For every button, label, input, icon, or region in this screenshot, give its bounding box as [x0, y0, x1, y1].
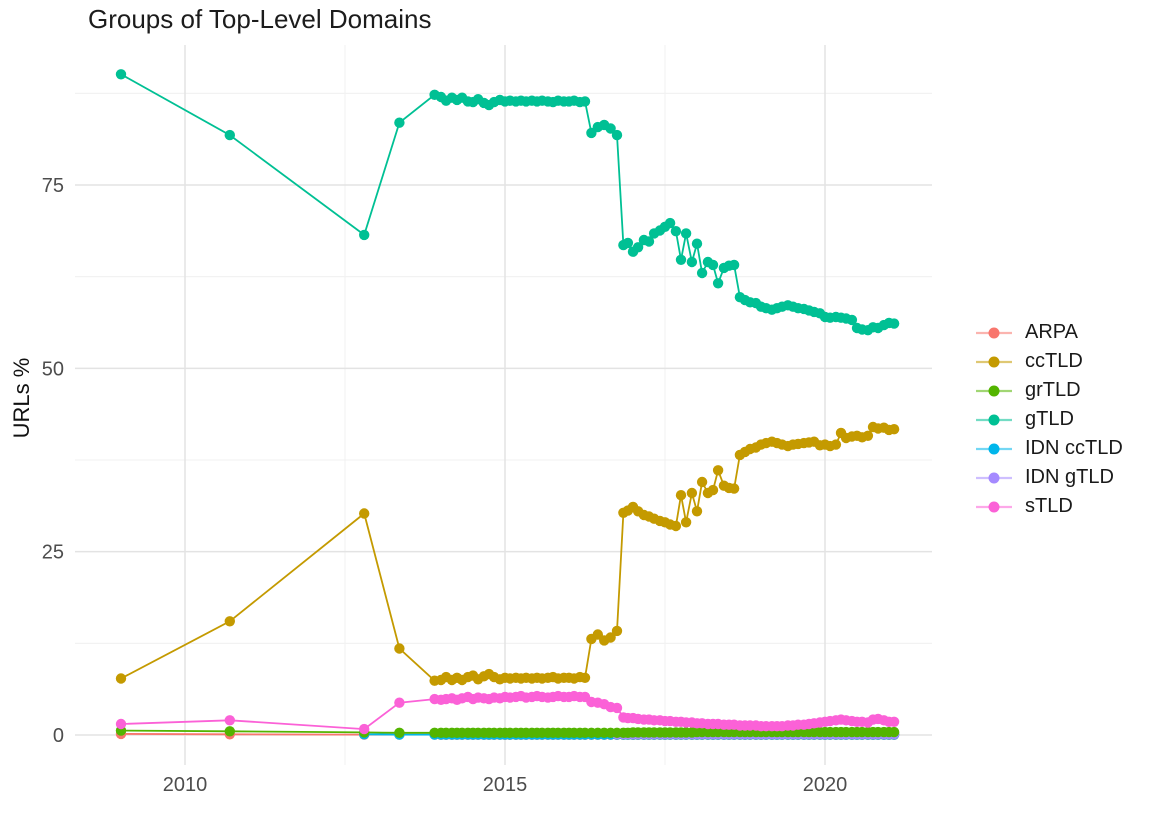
data-point-gtld: [605, 123, 616, 134]
data-point-gtld: [675, 254, 687, 265]
data-point-gtld: [686, 256, 698, 268]
y-tick-label: 75: [42, 175, 64, 197]
data-point-cctld: [359, 508, 370, 519]
legend-item-gtld: gTLD: [975, 408, 1123, 430]
legend-item-idn-cctld: IDN ccTLD: [975, 437, 1123, 459]
data-point-cctld: [394, 643, 405, 654]
data-point-gtld: [888, 318, 900, 329]
data-point-gtld: [224, 129, 235, 141]
data-point-gtld: [643, 236, 655, 247]
legend: ARPA ccTLD grTLD gTLD IDN ccTLD IDN gTLD sTLD: [975, 321, 1123, 517]
y-tick-label: 25: [42, 542, 64, 564]
data-point-gtld: [359, 229, 370, 241]
y-axis-title: URLs %: [9, 357, 34, 439]
data-point-gtld: [394, 117, 405, 128]
data-point-cctld: [862, 430, 874, 441]
legend-label: ARPA: [1025, 321, 1078, 343]
data-point-cctld: [115, 673, 127, 684]
x-tick-label: 2015: [483, 774, 528, 796]
data-point-gtld: [670, 226, 682, 237]
legend-label: IDN ccTLD: [1025, 437, 1123, 459]
legend-key-icon: [976, 414, 1012, 425]
legend-item-arpa: ARPA: [975, 321, 1123, 343]
legend-key-icon: [976, 327, 1012, 338]
legend-item-grtld: grTLD: [975, 379, 1123, 401]
data-point-cctld: [611, 625, 623, 637]
legend-label: sTLD: [1025, 495, 1073, 517]
data-point-gtld: [680, 228, 692, 239]
legend-label: grTLD: [1025, 379, 1081, 401]
data-point-cctld: [579, 672, 591, 683]
legend-item-stld: sTLD: [975, 495, 1123, 517]
data-point-stld: [359, 723, 370, 735]
data-point-cctld: [830, 439, 842, 450]
data-point-cctld: [675, 490, 687, 501]
data-point-cctld: [670, 520, 682, 532]
data-point-stld: [115, 718, 127, 730]
data-point-stld: [611, 702, 623, 714]
legend-label: ccTLD: [1025, 350, 1083, 372]
data-point-gtld: [115, 69, 127, 80]
legend-key-icon: [976, 385, 1012, 396]
data-point-cctld: [680, 517, 692, 528]
legend-key-icon: [976, 443, 1012, 454]
data-point-gtld: [622, 237, 634, 249]
data-point-cctld: [686, 487, 698, 499]
series-gtld: [115, 69, 900, 336]
data-point-cctld: [712, 465, 724, 476]
data-point-cctld: [605, 632, 616, 643]
data-point-gtld: [632, 242, 644, 253]
data-point-cctld: [707, 484, 719, 496]
series-stld: [115, 690, 900, 735]
data-point-gtld: [707, 259, 719, 271]
data-point-gtld: [696, 267, 708, 279]
data-point-cctld: [691, 506, 703, 517]
y-tick-label: 0: [53, 725, 64, 747]
data-point-cctld: [888, 424, 900, 435]
x-tick-label: 2010: [163, 774, 208, 796]
y-tick-label: 50: [42, 358, 64, 380]
data-point-grtld: [888, 726, 900, 738]
data-point-stld: [224, 715, 235, 726]
legend-item-cctld: ccTLD: [975, 350, 1123, 372]
chart-title: Groups of Top-Level Domains: [88, 4, 432, 34]
data-point-cctld: [728, 483, 740, 494]
data-point-grtld: [224, 726, 235, 737]
data-point-stld: [888, 716, 900, 727]
series-line-gtld: [120, 73, 895, 332]
data-point-stld: [394, 697, 405, 708]
data-point-gtld: [579, 96, 591, 107]
data-point-gtld: [691, 238, 703, 249]
data-point-cctld: [696, 476, 708, 488]
data-point-cctld: [224, 616, 235, 627]
series-grtld: [115, 725, 900, 738]
series-cctld: [115, 421, 900, 686]
legend-item-idn-gtld: IDN gTLD: [975, 466, 1123, 488]
series-line-cctld: [120, 425, 895, 682]
legend-key-icon: [976, 501, 1012, 512]
data-point-gtld: [712, 278, 724, 289]
legend-label: gTLD: [1025, 408, 1074, 430]
data-point-grtld: [394, 727, 405, 738]
legend-key-icon: [976, 356, 1012, 367]
legend-key-icon: [976, 472, 1012, 483]
data-point-gtld: [611, 129, 623, 141]
x-tick-label: 2020: [803, 774, 848, 796]
data-point-gtld: [664, 217, 676, 229]
legend-label: IDN gTLD: [1025, 466, 1114, 488]
data-point-gtld: [728, 259, 740, 271]
data-point-gtld: [846, 314, 858, 326]
